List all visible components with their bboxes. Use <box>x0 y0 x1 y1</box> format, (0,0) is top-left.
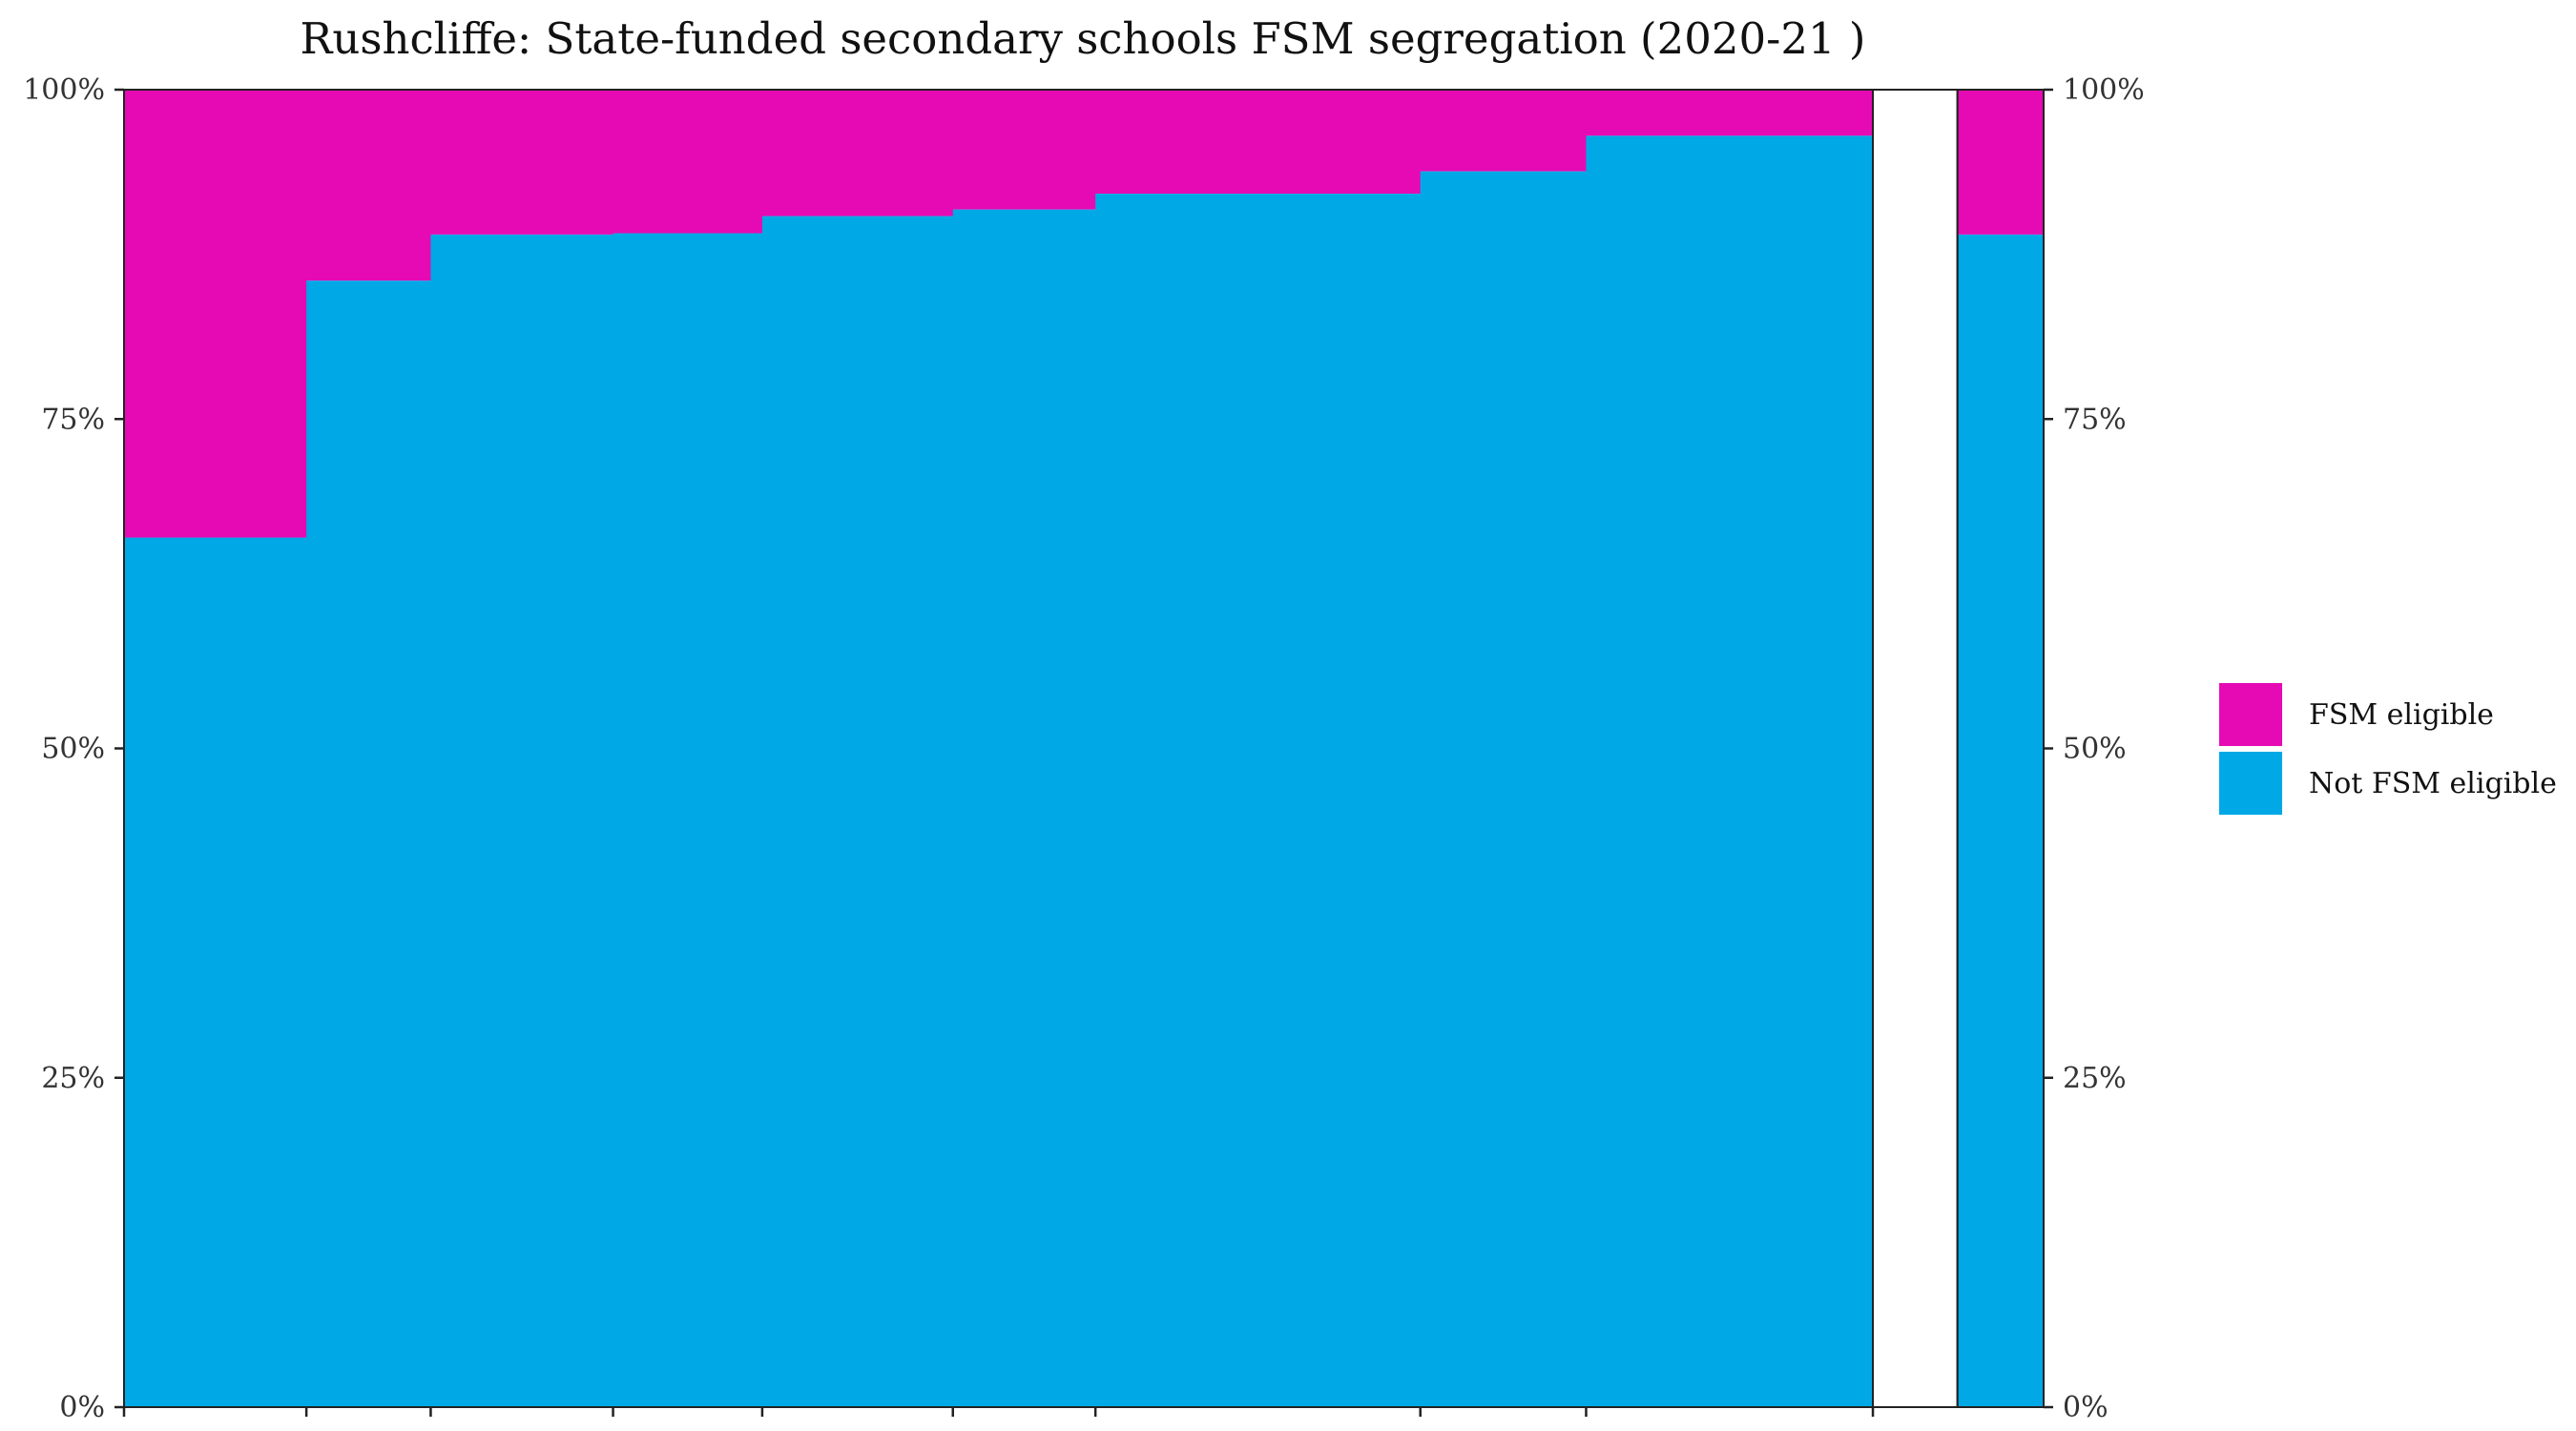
y-tick-label-right-25: 25% <box>2063 1062 2127 1095</box>
axis-layer: 0% 0% 25% 25% 50% 50% 75% 75% 100% 100% <box>23 73 2145 1424</box>
bar-fsm-6 <box>952 90 1096 210</box>
y-tick-label-left-75: 75% <box>41 403 105 436</box>
bar-not-fsm-3 <box>430 234 614 1407</box>
y-tick-label-right-50: 50% <box>2063 733 2127 766</box>
legend-key-2 <box>2219 752 2282 815</box>
bar-fsm-2 <box>306 90 432 281</box>
bar-not-fsm-2 <box>306 280 432 1407</box>
bar-not-fsm-7 <box>1095 194 1422 1407</box>
legend-label-2: Not FSM eligible <box>2309 767 2557 800</box>
legend-key-1 <box>2219 683 2282 746</box>
gap-panel-border <box>1872 89 1959 1408</box>
total-bar-not-fsm <box>1957 234 2044 1407</box>
bar-not-fsm-1 <box>124 537 307 1407</box>
y-tick-label-left-100: 100% <box>23 73 105 107</box>
y-tick-label-left-50: 50% <box>41 733 105 766</box>
legend: FSM eligible Not FSM eligible <box>2219 683 2557 815</box>
total-bar-fsm <box>1957 90 2044 235</box>
y-tick-label-right-75: 75% <box>2063 403 2127 436</box>
y-tick-label-right-0: 0% <box>2063 1391 2109 1424</box>
bar-not-fsm-9 <box>1586 135 1874 1408</box>
bar-fsm-8 <box>1420 90 1588 172</box>
bar-fsm-3 <box>430 90 614 235</box>
bar-fsm-5 <box>761 90 954 217</box>
bar-not-fsm-4 <box>613 233 763 1407</box>
y-tick-label-left-0: 0% <box>59 1391 105 1424</box>
y-tick-label-right-100: 100% <box>2063 73 2145 107</box>
bar-not-fsm-6 <box>952 209 1096 1407</box>
bars-layer <box>124 90 2044 1408</box>
bar-fsm-9 <box>1586 90 1874 136</box>
bar-fsm-1 <box>124 90 307 538</box>
bar-not-fsm-5 <box>761 216 954 1407</box>
bar-fsm-7 <box>1095 90 1422 195</box>
bar-not-fsm-8 <box>1420 171 1588 1408</box>
chart-title: Rushcliffe: State-funded secondary schoo… <box>301 13 1866 64</box>
y-tick-label-left-25: 25% <box>41 1062 105 1095</box>
bar-fsm-4 <box>613 90 763 234</box>
legend-label-1: FSM eligible <box>2309 698 2494 732</box>
